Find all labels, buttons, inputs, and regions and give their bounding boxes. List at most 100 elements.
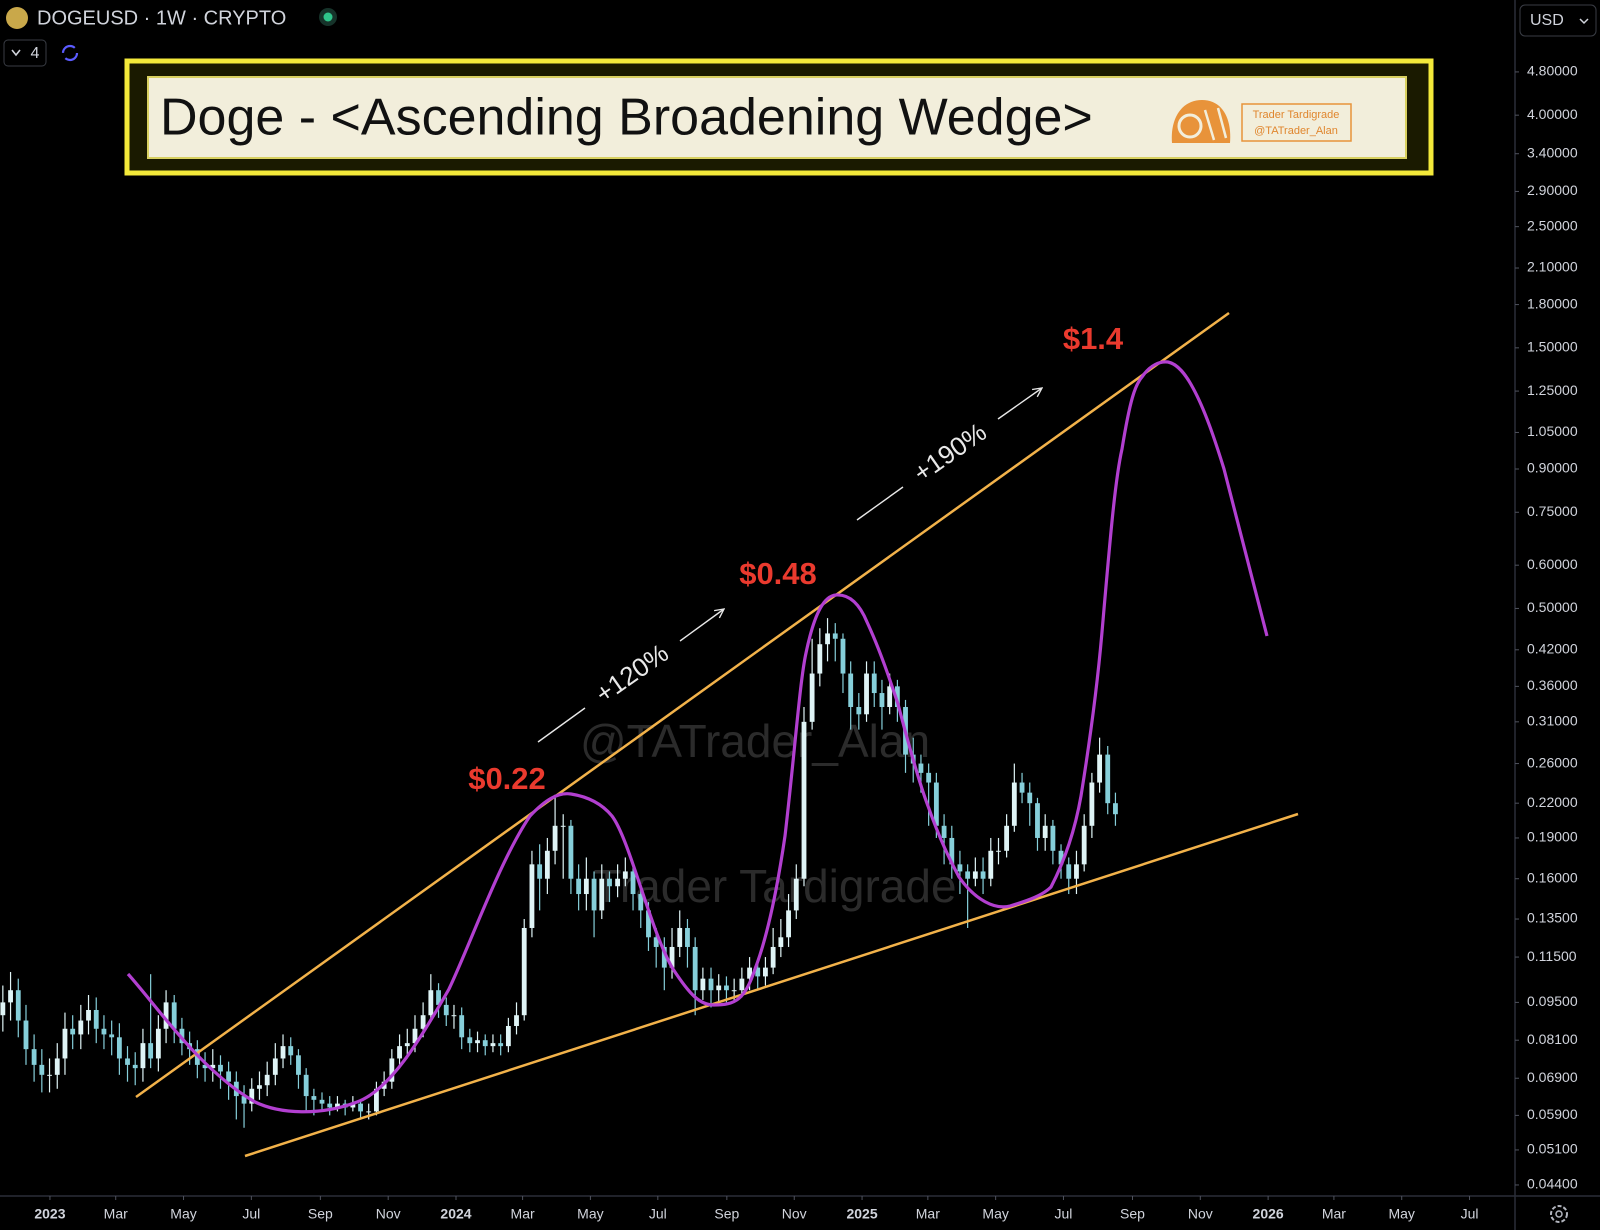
candle-body [1058,850,1064,865]
y-tick-label: 0.04400 [1527,1176,1578,1192]
candle-body [926,772,932,783]
candle-body [70,1028,76,1035]
chart-title: Doge - <Ascending Broadening Wedge> [160,89,1093,147]
candle-body [980,871,986,879]
x-tick-label: Sep [714,1206,739,1222]
y-tick-label: 0.90000 [1527,460,1578,476]
settings-icon[interactable] [1550,1205,1568,1223]
upper-trendline [135,311,1230,1099]
chevron [1579,18,1589,25]
candle-body [685,927,690,947]
candle-body [957,864,963,872]
lower-trendline [244,812,1299,1158]
x-tick-label: Nov [782,1206,807,1222]
candle-body [498,1043,504,1047]
candle-body [350,1103,356,1108]
candle-body [1097,754,1103,783]
candle-body [918,763,924,773]
candle-body [755,967,761,977]
y-tick-label: 0.06900 [1527,1069,1578,1085]
x-tick-label: Jul [242,1206,260,1222]
refresh-icon[interactable] [61,44,79,62]
y-tick-label: 0.22000 [1527,794,1578,810]
y-tick-label: 0.75000 [1527,503,1578,519]
candle-body [249,1088,255,1104]
y-tick-label: 0.36000 [1527,677,1578,693]
y-tick-label: 0.09500 [1527,993,1578,1009]
candle-body [731,990,737,992]
candle-body [514,1015,519,1026]
candle-body [677,927,683,947]
candle-body [23,1020,29,1050]
x-tick-label: Nov [376,1206,401,1222]
candle-body [887,686,893,708]
candle-body [412,1028,418,1044]
currency-select[interactable] [1519,4,1597,37]
candle-body [1066,864,1072,879]
candle-body [1081,825,1087,865]
status-dot [323,12,333,22]
y-tick-label: 0.60000 [1527,556,1578,572]
candle-body [311,1096,317,1100]
candle-body [521,927,527,1016]
candle-body [109,1034,115,1038]
candle-body [296,1055,301,1075]
x-tick-label: 2025 [846,1206,877,1222]
candle-body [848,673,854,708]
candle-body [894,686,900,708]
candle-body [941,825,947,838]
candle-body [965,871,971,879]
candle-body [132,1064,138,1069]
candle-body [622,871,628,879]
y-tick-label: 0.11500 [1527,948,1577,964]
candle-body [1050,825,1056,851]
candle-body [529,864,535,928]
candle-body [101,1028,107,1035]
candle-body [646,910,651,938]
candle-body [669,946,675,968]
x-tick-label: Jul [1461,1206,1479,1222]
x-tick-label: Mar [916,1206,940,1222]
candle-body [996,850,1001,852]
symbol-title[interactable]: DOGEUSD · 1W · CRYPTO [37,7,286,29]
candle-body [78,1020,84,1035]
candle-body [933,782,939,826]
candle-body [264,1074,270,1086]
candle-body [505,1025,511,1047]
projection-curve [126,360,1269,1114]
candle-body [793,878,799,911]
watermark: @TATrader_Alan [580,715,930,767]
y-tick-label: 1.50000 [1527,339,1578,355]
candle-body [832,633,838,639]
candle-body [778,937,784,947]
candle-body [241,1096,247,1104]
candle-body [1027,792,1033,804]
candle-body [389,1058,395,1082]
candle-body [864,673,869,715]
candle-body [615,878,621,887]
candle-body [171,1002,177,1029]
move-arrow [997,388,1042,420]
candle-body [257,1085,262,1089]
candle-body [8,990,13,1003]
candle-body [716,985,722,991]
x-tick-label: Jul [649,1206,667,1222]
candle-body [490,1043,496,1047]
candle-body [591,878,597,911]
candle-body [840,638,846,674]
candle-body [428,990,434,1016]
candle-body [335,1103,340,1108]
y-tick-label: 0.26000 [1527,754,1578,770]
candle-body [140,1043,146,1069]
y-tick-label: 0.19000 [1527,829,1578,845]
candle-body [288,1046,294,1056]
y-tick-label: 3.40000 [1527,144,1578,160]
brand-box [1241,103,1352,142]
candle-body [1105,754,1111,804]
candle-body [443,1004,449,1016]
candle-body [817,644,823,674]
candle-body [62,1028,68,1059]
candle-body [1035,803,1040,838]
indicator-toggle[interactable] [3,39,47,67]
